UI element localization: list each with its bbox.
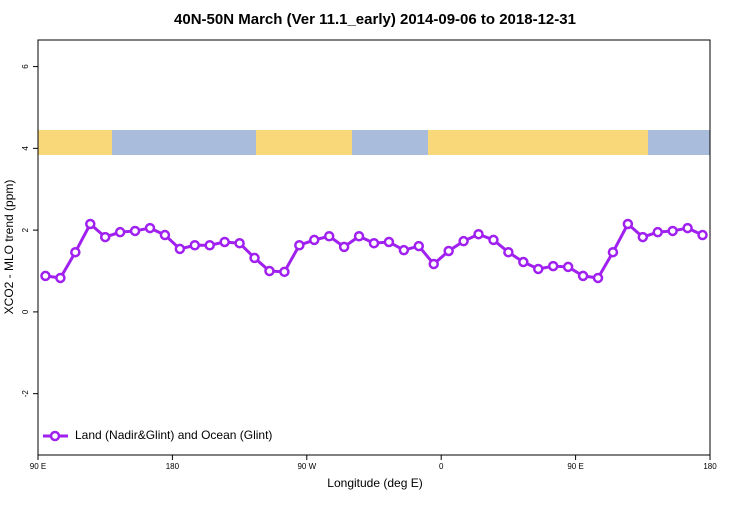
point bbox=[518, 256, 529, 268]
point bbox=[323, 231, 335, 242]
point bbox=[189, 240, 201, 251]
y-tick-label: 4 bbox=[21, 146, 30, 151]
point bbox=[622, 218, 634, 230]
point bbox=[428, 258, 439, 270]
point bbox=[159, 229, 171, 241]
x-tick-label: 180 bbox=[703, 462, 717, 471]
point bbox=[443, 245, 454, 257]
point bbox=[279, 266, 290, 278]
point bbox=[503, 246, 514, 258]
point bbox=[682, 222, 693, 234]
point bbox=[234, 237, 245, 249]
point bbox=[294, 240, 305, 251]
y-tick-label: 0 bbox=[21, 309, 30, 314]
x-tick-label: 90 W bbox=[297, 462, 316, 471]
land bbox=[428, 130, 648, 155]
point bbox=[413, 240, 425, 252]
y-tick-label: 6 bbox=[21, 64, 30, 69]
point bbox=[353, 231, 365, 242]
point bbox=[144, 222, 156, 234]
x-tick-label: 90 E bbox=[30, 462, 46, 471]
point bbox=[547, 260, 559, 272]
point bbox=[458, 235, 469, 247]
x-axis-label: Longitude (deg E) bbox=[327, 476, 422, 490]
point bbox=[577, 270, 589, 282]
point bbox=[562, 261, 574, 273]
point bbox=[114, 226, 126, 238]
point bbox=[383, 236, 395, 248]
x-tick-label: 90 E bbox=[567, 462, 583, 471]
series-line bbox=[45, 221, 704, 280]
point bbox=[592, 272, 604, 284]
legend-marker bbox=[49, 430, 61, 442]
point bbox=[249, 252, 260, 264]
point bbox=[338, 241, 350, 253]
plot-frame bbox=[37, 39, 711, 456]
point bbox=[697, 229, 708, 241]
point bbox=[219, 236, 230, 248]
legend-label: Land (Nadir&Glint) and Ocean (Glint) bbox=[75, 428, 272, 442]
point bbox=[637, 231, 649, 243]
y-tick-label: -2 bbox=[21, 390, 30, 398]
map-strip bbox=[38, 130, 710, 155]
x-tick-label: 180 bbox=[166, 462, 180, 471]
point bbox=[204, 240, 215, 251]
land bbox=[256, 130, 352, 155]
land bbox=[38, 130, 112, 155]
point bbox=[174, 243, 186, 255]
y-axis-label: XCO2 - MLO trend (ppm) bbox=[2, 180, 16, 315]
x-tick-label: 0 bbox=[439, 462, 444, 471]
point bbox=[652, 226, 663, 238]
point bbox=[473, 228, 484, 240]
point bbox=[70, 246, 81, 258]
point bbox=[607, 246, 619, 258]
point bbox=[309, 234, 320, 246]
point bbox=[264, 265, 275, 277]
chart-title: 40N-50N March (Ver 11.1_early) 2014-09-0… bbox=[174, 11, 576, 28]
point bbox=[129, 225, 141, 237]
point bbox=[398, 244, 410, 256]
point bbox=[533, 263, 544, 275]
point bbox=[99, 231, 111, 243]
point bbox=[85, 218, 96, 230]
point bbox=[55, 272, 66, 284]
point bbox=[368, 237, 380, 249]
point bbox=[40, 270, 51, 282]
y-tick-label: 2 bbox=[21, 227, 30, 232]
point bbox=[667, 225, 678, 237]
point bbox=[488, 234, 499, 246]
